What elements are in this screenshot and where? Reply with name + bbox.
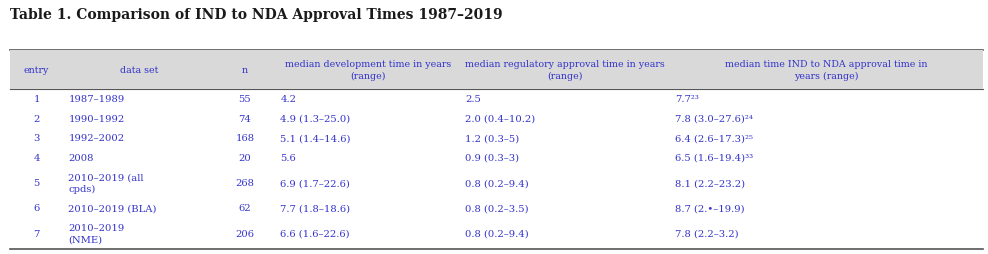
Text: 6.9 (1.7–22.6): 6.9 (1.7–22.6): [281, 178, 351, 187]
Text: 2.0 (0.4–10.2): 2.0 (0.4–10.2): [465, 114, 535, 123]
Text: 0.8 (0.2–9.4): 0.8 (0.2–9.4): [465, 178, 530, 187]
Text: 2.5: 2.5: [465, 95, 481, 104]
Text: 62: 62: [238, 204, 251, 213]
Text: 1.2 (0.3–5): 1.2 (0.3–5): [465, 134, 520, 143]
Text: 2010–2019 (all
cpds): 2010–2019 (all cpds): [68, 173, 144, 193]
Text: 6.4 (2.6–17.3)²⁵: 6.4 (2.6–17.3)²⁵: [675, 134, 753, 143]
Text: 6.6 (1.6–22.6): 6.6 (1.6–22.6): [281, 229, 350, 238]
Text: median development time in years
(range): median development time in years (range): [285, 60, 452, 81]
Text: 2010–2019 (BLA): 2010–2019 (BLA): [68, 204, 157, 213]
Text: 4: 4: [34, 153, 40, 162]
Text: 4.9 (1.3–25.0): 4.9 (1.3–25.0): [281, 114, 351, 123]
Text: entry: entry: [24, 66, 49, 75]
Text: 5.6: 5.6: [281, 153, 296, 162]
Text: 3: 3: [34, 134, 40, 143]
Text: 8.1 (2.2–23.2): 8.1 (2.2–23.2): [675, 178, 745, 187]
Text: median time IND to NDA approval time in
years (range): median time IND to NDA approval time in …: [725, 60, 928, 81]
Text: 1987–1989: 1987–1989: [68, 95, 124, 104]
Text: 55: 55: [238, 95, 251, 104]
Text: 206: 206: [235, 229, 254, 238]
Text: 74: 74: [238, 114, 251, 123]
Text: 268: 268: [235, 178, 254, 187]
Text: data set: data set: [120, 66, 158, 75]
Text: 4.2: 4.2: [281, 95, 296, 104]
Text: 8.7 (2.•–19.9): 8.7 (2.•–19.9): [675, 204, 744, 213]
Text: 6.5 (1.6–19.4)³³: 6.5 (1.6–19.4)³³: [675, 153, 753, 162]
Text: 1990–1992: 1990–1992: [68, 114, 124, 123]
Text: 7.7²³: 7.7²³: [675, 95, 699, 104]
Text: 2010–2019
(NME): 2010–2019 (NME): [68, 223, 124, 243]
Text: 0.8 (0.2–3.5): 0.8 (0.2–3.5): [465, 204, 529, 213]
Text: 0.9 (0.3–3): 0.9 (0.3–3): [465, 153, 520, 162]
Text: 2008: 2008: [68, 153, 94, 162]
Text: Table 1. Comparison of IND to NDA Approval Times 1987–2019: Table 1. Comparison of IND to NDA Approv…: [10, 8, 503, 22]
Text: median regulatory approval time in years
(range): median regulatory approval time in years…: [465, 60, 665, 81]
Text: 1992–2002: 1992–2002: [68, 134, 124, 143]
Text: 20: 20: [238, 153, 251, 162]
Text: 5: 5: [34, 178, 40, 187]
Text: 2: 2: [34, 114, 40, 123]
Text: 6: 6: [34, 204, 40, 213]
Text: 7: 7: [34, 229, 40, 238]
Text: 7.7 (1.8–18.6): 7.7 (1.8–18.6): [281, 204, 351, 213]
Text: 5.1 (1.4–14.6): 5.1 (1.4–14.6): [281, 134, 351, 143]
Text: 7.8 (2.2–3.2): 7.8 (2.2–3.2): [675, 229, 738, 238]
Text: n: n: [242, 66, 248, 75]
Text: 7.8 (3.0–27.6)²⁴: 7.8 (3.0–27.6)²⁴: [675, 114, 753, 123]
Text: 1: 1: [34, 95, 40, 104]
Text: 0.8 (0.2–9.4): 0.8 (0.2–9.4): [465, 229, 530, 238]
Text: 168: 168: [235, 134, 255, 143]
